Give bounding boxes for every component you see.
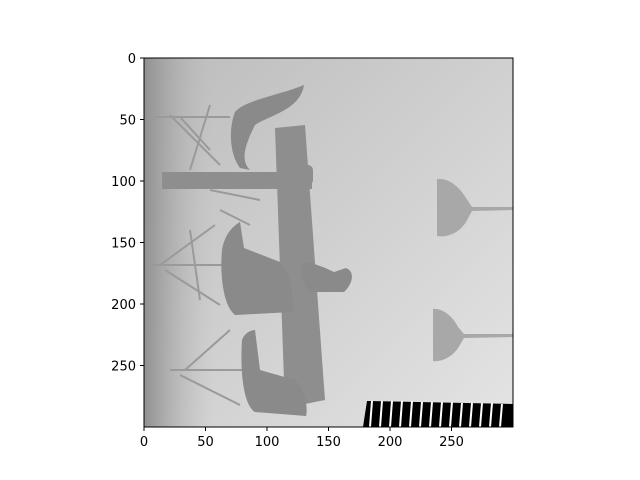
y-tick-label: 200 bbox=[111, 298, 136, 313]
depth-image bbox=[144, 58, 513, 427]
y-tick-label: 150 bbox=[111, 237, 136, 252]
y-tick-label: 100 bbox=[111, 175, 136, 190]
x-tick-label: 50 bbox=[197, 435, 214, 450]
chairs bbox=[221, 85, 352, 416]
y-tick-label: 250 bbox=[111, 360, 136, 375]
y-axis: 0 50 100 150 200 250 bbox=[111, 52, 144, 375]
x-tick-label: 200 bbox=[378, 435, 403, 450]
y-tick-label: 0 bbox=[128, 52, 136, 67]
near-background bbox=[144, 58, 214, 427]
lamps bbox=[433, 178, 513, 362]
x-tick-label: 0 bbox=[140, 435, 148, 450]
y-tick-label: 50 bbox=[119, 114, 136, 129]
x-tick-label: 250 bbox=[439, 435, 464, 450]
x-axis: 0 50 100 150 200 250 bbox=[140, 427, 464, 450]
truss-structures bbox=[150, 104, 261, 406]
table bbox=[162, 125, 325, 408]
x-tick-label: 100 bbox=[255, 435, 280, 450]
invalid-region-stripes bbox=[369, 400, 503, 427]
x-tick-label: 150 bbox=[316, 435, 341, 450]
